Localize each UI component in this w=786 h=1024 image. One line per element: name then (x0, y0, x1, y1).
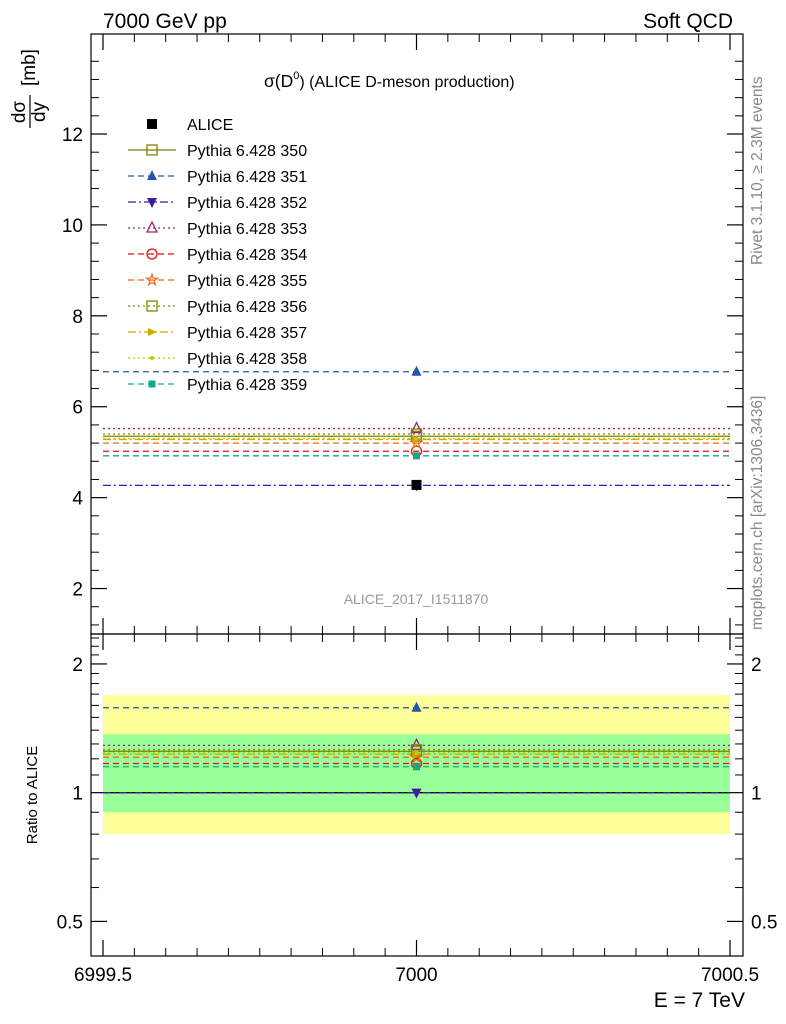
main-y-tick-label: 10 (62, 216, 83, 237)
main-series-markers (409, 365, 424, 492)
plot-title-rest: ) (ALICE D-meson production) (299, 74, 514, 91)
main-series-marker (409, 435, 424, 450)
legend-marker (144, 272, 160, 287)
main-y-tick-label: 8 (72, 307, 83, 328)
legend-label: Pythia 6.428 356 (187, 299, 307, 316)
x-axis-label: E = 7 TeV (654, 989, 745, 1012)
rivet-version-label: Rivet 3.1.10, ≥ 2.3M events (749, 76, 766, 265)
ratio-series-marker (414, 750, 419, 755)
header-left-label: 7000 GeV pp (103, 10, 227, 33)
ratio-series-marker (413, 763, 420, 771)
main-series-marker (410, 421, 423, 434)
legend-entry: Pythia 6.428 355 (128, 272, 307, 290)
legend-label: Pythia 6.428 358 (187, 351, 307, 368)
main-y-tick-label: 12 (62, 125, 83, 146)
legend-entry: Pythia 6.428 354 (128, 247, 307, 264)
legend-marker (147, 119, 157, 129)
y-label-unit: [mb] (19, 49, 40, 86)
legend-label: Pythia 6.428 350 (187, 143, 307, 160)
ratio-y-ticks: 0.5 0.5 1 1 2 2 (57, 637, 777, 933)
legend-marker (146, 144, 158, 156)
ratio-series-marker (409, 749, 424, 764)
main-x-ticks (102, 34, 731, 634)
legend-marker (146, 300, 158, 312)
mcplots-label: mcplots.cern.ch [arXiv:1306.3436] (749, 396, 766, 630)
legend-label: Pythia 6.428 352 (187, 195, 307, 212)
ratio-series-marker (411, 701, 422, 712)
alice-data-point (411, 479, 422, 490)
x-tick-label: 7000.5 (701, 965, 759, 986)
legend-label: Pythia 6.428 357 (187, 325, 307, 342)
main-series-marker (411, 365, 422, 376)
legend-entry: Pythia 6.428 359 (128, 377, 307, 394)
legend-entry: Pythia 6.428 350 (128, 143, 307, 160)
legend-label: Pythia 6.428 354 (187, 247, 307, 264)
ratio-series-markers (409, 701, 424, 799)
ratio-y-axis-label: Ratio to ALICE (24, 746, 41, 844)
analysis-label: ALICE_2017_I1511870 (344, 591, 489, 607)
legend-entry: ALICE (147, 117, 233, 134)
legend-label: ALICE (187, 117, 233, 134)
main-y-tick-label: 2 (72, 580, 83, 601)
plot-title-superscript: 0 (293, 70, 299, 82)
header-right-label: Soft QCD (643, 10, 733, 33)
legend-label: Pythia 6.428 353 (187, 221, 307, 238)
main-y-tick-label: 6 (72, 398, 83, 419)
ratio-y-tick-label: 1 (72, 784, 83, 805)
ratio-x-ticks: 6999.5 7000 7000.5 (74, 634, 759, 986)
legend-entry: Pythia 6.428 351 (128, 169, 307, 186)
legend-marker (146, 248, 158, 260)
main-y-axis-label: dσ dy [mb] (9, 49, 50, 128)
legend: ALICE Pythia 6.428 350 Pythia 6.428 351 Pyt… (128, 117, 307, 394)
legend-marker (150, 356, 154, 360)
ratio-y-tick-label: 0.5 (57, 912, 83, 933)
main-panel: 2 4 6 8 10 12 σ(D0) (ALICE D-meson production… (9, 33, 744, 635)
x-tick-label: 7000 (395, 965, 437, 986)
legend-entry: Pythia 6.428 352 (128, 195, 307, 212)
main-series-marker (413, 452, 420, 460)
legend-label: Pythia 6.428 359 (187, 377, 307, 394)
plot-title-sigma: σ(D (264, 71, 293, 91)
legend-entry: Pythia 6.428 356 (128, 299, 307, 316)
ratio-panel: 0.5 0.5 1 1 2 2 6999.5 7000 7000.5 Ratio to ALI… (24, 633, 777, 1012)
main-y-tick-label: 4 (72, 489, 83, 510)
legend-entry: Pythia 6.428 357 (128, 325, 307, 342)
y-label-denominator: dy (29, 101, 50, 122)
ratio-band (103, 734, 730, 813)
legend-marker (148, 328, 157, 336)
main-series-marker (414, 436, 419, 441)
ratio-series-marker (411, 788, 422, 799)
x-tick-label: 6999.5 (74, 965, 132, 986)
legend-label: Pythia 6.428 351 (187, 169, 307, 186)
legend-marker (148, 380, 156, 388)
ratio-y-tick-label-right: 0.5 (751, 912, 777, 933)
legend-marker (145, 220, 159, 233)
main-y-ticks: 2 4 6 8 10 12 (62, 60, 743, 626)
ratio-y-tick-label-right: 1 (751, 784, 762, 805)
ratio-y-tick-label-right: 2 (751, 655, 762, 676)
legend-entry: Pythia 6.428 353 (128, 220, 307, 238)
legend-label: Pythia 6.428 355 (187, 273, 307, 290)
legend-marker (147, 198, 157, 208)
plot-title: σ(D0) (ALICE D-meson production) (264, 70, 515, 91)
legend-entry: Pythia 6.428 358 (128, 351, 307, 368)
ratio-y-tick-label: 2 (72, 655, 83, 676)
legend-marker (147, 170, 157, 180)
y-label-numerator: dσ (9, 101, 30, 124)
